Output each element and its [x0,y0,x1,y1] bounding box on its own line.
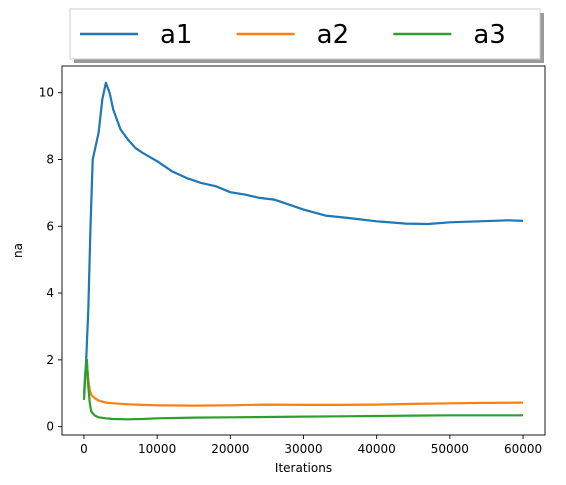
x-tick-label: 10000 [138,442,176,456]
y-tick-label: 6 [46,219,54,233]
x-tick-label: 60000 [504,442,542,456]
x-tick-label: 30000 [284,442,322,456]
x-tick-label: 40000 [358,442,396,456]
y-tick-label: 8 [46,153,54,167]
x-axis: 0 10000 20000 30000 40000 50000 60000 [80,435,542,456]
legend: a1 a2 a3 [69,8,544,63]
x-tick-label: 20000 [211,442,249,456]
legend-label-a1: a1 [160,20,192,50]
series-line-a2 [82,362,524,407]
y-axis: 0 2 4 6 8 10 [39,86,62,434]
y-tick-label: 2 [46,353,54,367]
y-tick-label: 0 [46,420,54,434]
series-layer [82,81,524,421]
y-tick-label: 4 [46,286,54,300]
legend-label-a3: a3 [473,20,505,50]
plot-frame [61,65,546,436]
series-line-a3 [82,358,523,421]
x-tick-label: 0 [80,442,88,456]
legend-label-a2: a2 [317,20,349,50]
y-axis-label: na [11,243,25,258]
x-tick-label: 50000 [431,442,469,456]
plot-area [61,65,546,436]
y-tick-label: 10 [39,86,54,100]
x-axis-label: Iterations [275,461,332,475]
series-line-a1 [82,81,524,394]
legend-box [69,8,541,60]
